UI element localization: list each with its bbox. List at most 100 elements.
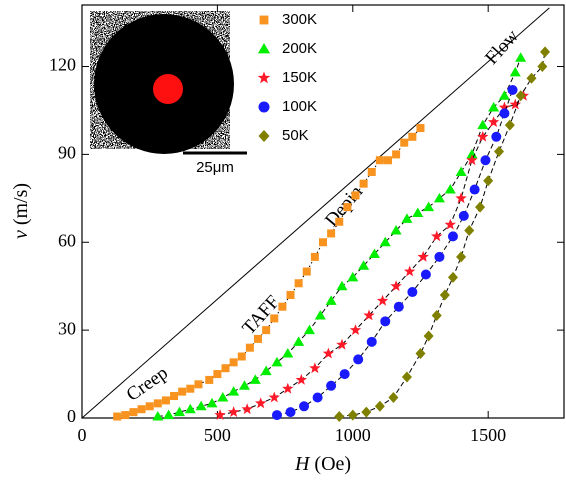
- marker: [186, 385, 194, 393]
- x-tick-label: 500: [204, 425, 231, 445]
- marker: [432, 310, 442, 321]
- marker: [358, 260, 369, 270]
- marker: [400, 139, 408, 147]
- marker: [423, 202, 434, 212]
- marker: [499, 108, 509, 118]
- marker: [278, 303, 286, 311]
- marker: [353, 354, 363, 364]
- marker: [315, 310, 326, 320]
- marker: [455, 192, 466, 203]
- marker: [286, 407, 296, 417]
- marker: [415, 348, 425, 359]
- marker: [347, 272, 358, 282]
- marker: [363, 310, 374, 321]
- marker: [271, 357, 282, 367]
- marker: [375, 401, 385, 412]
- marker: [424, 330, 434, 341]
- marker: [412, 207, 423, 217]
- marker: [296, 374, 307, 385]
- chart: 25μm H (Oe) v (m/s) 05001000150003060901…: [0, 0, 566, 485]
- marker: [162, 396, 170, 404]
- marker: [368, 168, 376, 176]
- marker: [295, 279, 303, 287]
- inset: 25μm: [90, 11, 247, 176]
- marker: [402, 371, 412, 382]
- marker: [440, 289, 450, 300]
- marker: [217, 392, 228, 402]
- marker: [416, 124, 424, 132]
- marker: [228, 386, 239, 396]
- marker: [138, 405, 146, 413]
- marker: [401, 213, 412, 223]
- marker: [480, 155, 490, 165]
- marker: [343, 203, 351, 211]
- marker: [431, 230, 442, 241]
- y-tick-label: 30: [58, 318, 76, 338]
- marker: [380, 316, 390, 326]
- marker: [390, 280, 401, 291]
- marker: [146, 402, 154, 410]
- marker: [185, 404, 196, 414]
- marker: [246, 344, 254, 352]
- marker: [407, 287, 417, 297]
- marker: [287, 291, 295, 299]
- marker: [477, 131, 488, 142]
- marker: [456, 251, 466, 262]
- marker: [477, 120, 488, 129]
- marker: [464, 225, 474, 236]
- x-tick-label: 1500: [470, 425, 506, 445]
- marker: [510, 99, 521, 110]
- x-axis-label: H (Oe): [294, 453, 351, 475]
- marker: [360, 180, 368, 188]
- marker: [475, 202, 485, 213]
- marker: [540, 46, 550, 57]
- scale-bar-label: 25μm: [196, 159, 234, 176]
- marker: [448, 231, 458, 241]
- marker: [394, 302, 404, 312]
- marker: [505, 120, 515, 131]
- marker: [311, 253, 319, 261]
- marker: [222, 364, 230, 372]
- legend-marker: [259, 102, 270, 113]
- marker: [392, 150, 400, 158]
- marker: [327, 229, 335, 237]
- x-tick-label: 1000: [335, 425, 371, 445]
- marker: [515, 52, 526, 62]
- marker: [270, 314, 278, 322]
- marker: [250, 374, 261, 384]
- x-symbol: H: [294, 453, 311, 475]
- marker: [299, 401, 309, 411]
- y-tick-label: 60: [58, 230, 76, 250]
- marker: [121, 411, 129, 419]
- marker: [129, 408, 137, 416]
- marker: [154, 399, 162, 407]
- legend-marker: [260, 16, 269, 25]
- marker: [269, 392, 280, 403]
- marker: [206, 398, 217, 408]
- marker: [376, 156, 384, 164]
- marker: [434, 252, 444, 262]
- marker: [303, 268, 311, 276]
- marker: [483, 175, 493, 186]
- marker: [326, 295, 337, 305]
- marker: [421, 269, 431, 279]
- marker: [238, 352, 246, 360]
- legend-marker: [259, 130, 270, 142]
- marker: [323, 348, 334, 359]
- marker: [348, 410, 358, 421]
- marker: [488, 102, 499, 112]
- marker: [488, 116, 499, 127]
- marker: [163, 410, 174, 420]
- legend-label: 100K: [282, 98, 317, 115]
- legend-label: 50K: [282, 127, 309, 144]
- marker: [418, 251, 429, 262]
- marker: [255, 397, 266, 408]
- marker: [261, 366, 272, 376]
- marker: [491, 132, 501, 142]
- marker: [113, 413, 121, 421]
- marker: [319, 238, 327, 246]
- marker: [361, 407, 371, 418]
- marker: [434, 193, 445, 203]
- marker: [335, 218, 343, 226]
- marker: [313, 392, 323, 402]
